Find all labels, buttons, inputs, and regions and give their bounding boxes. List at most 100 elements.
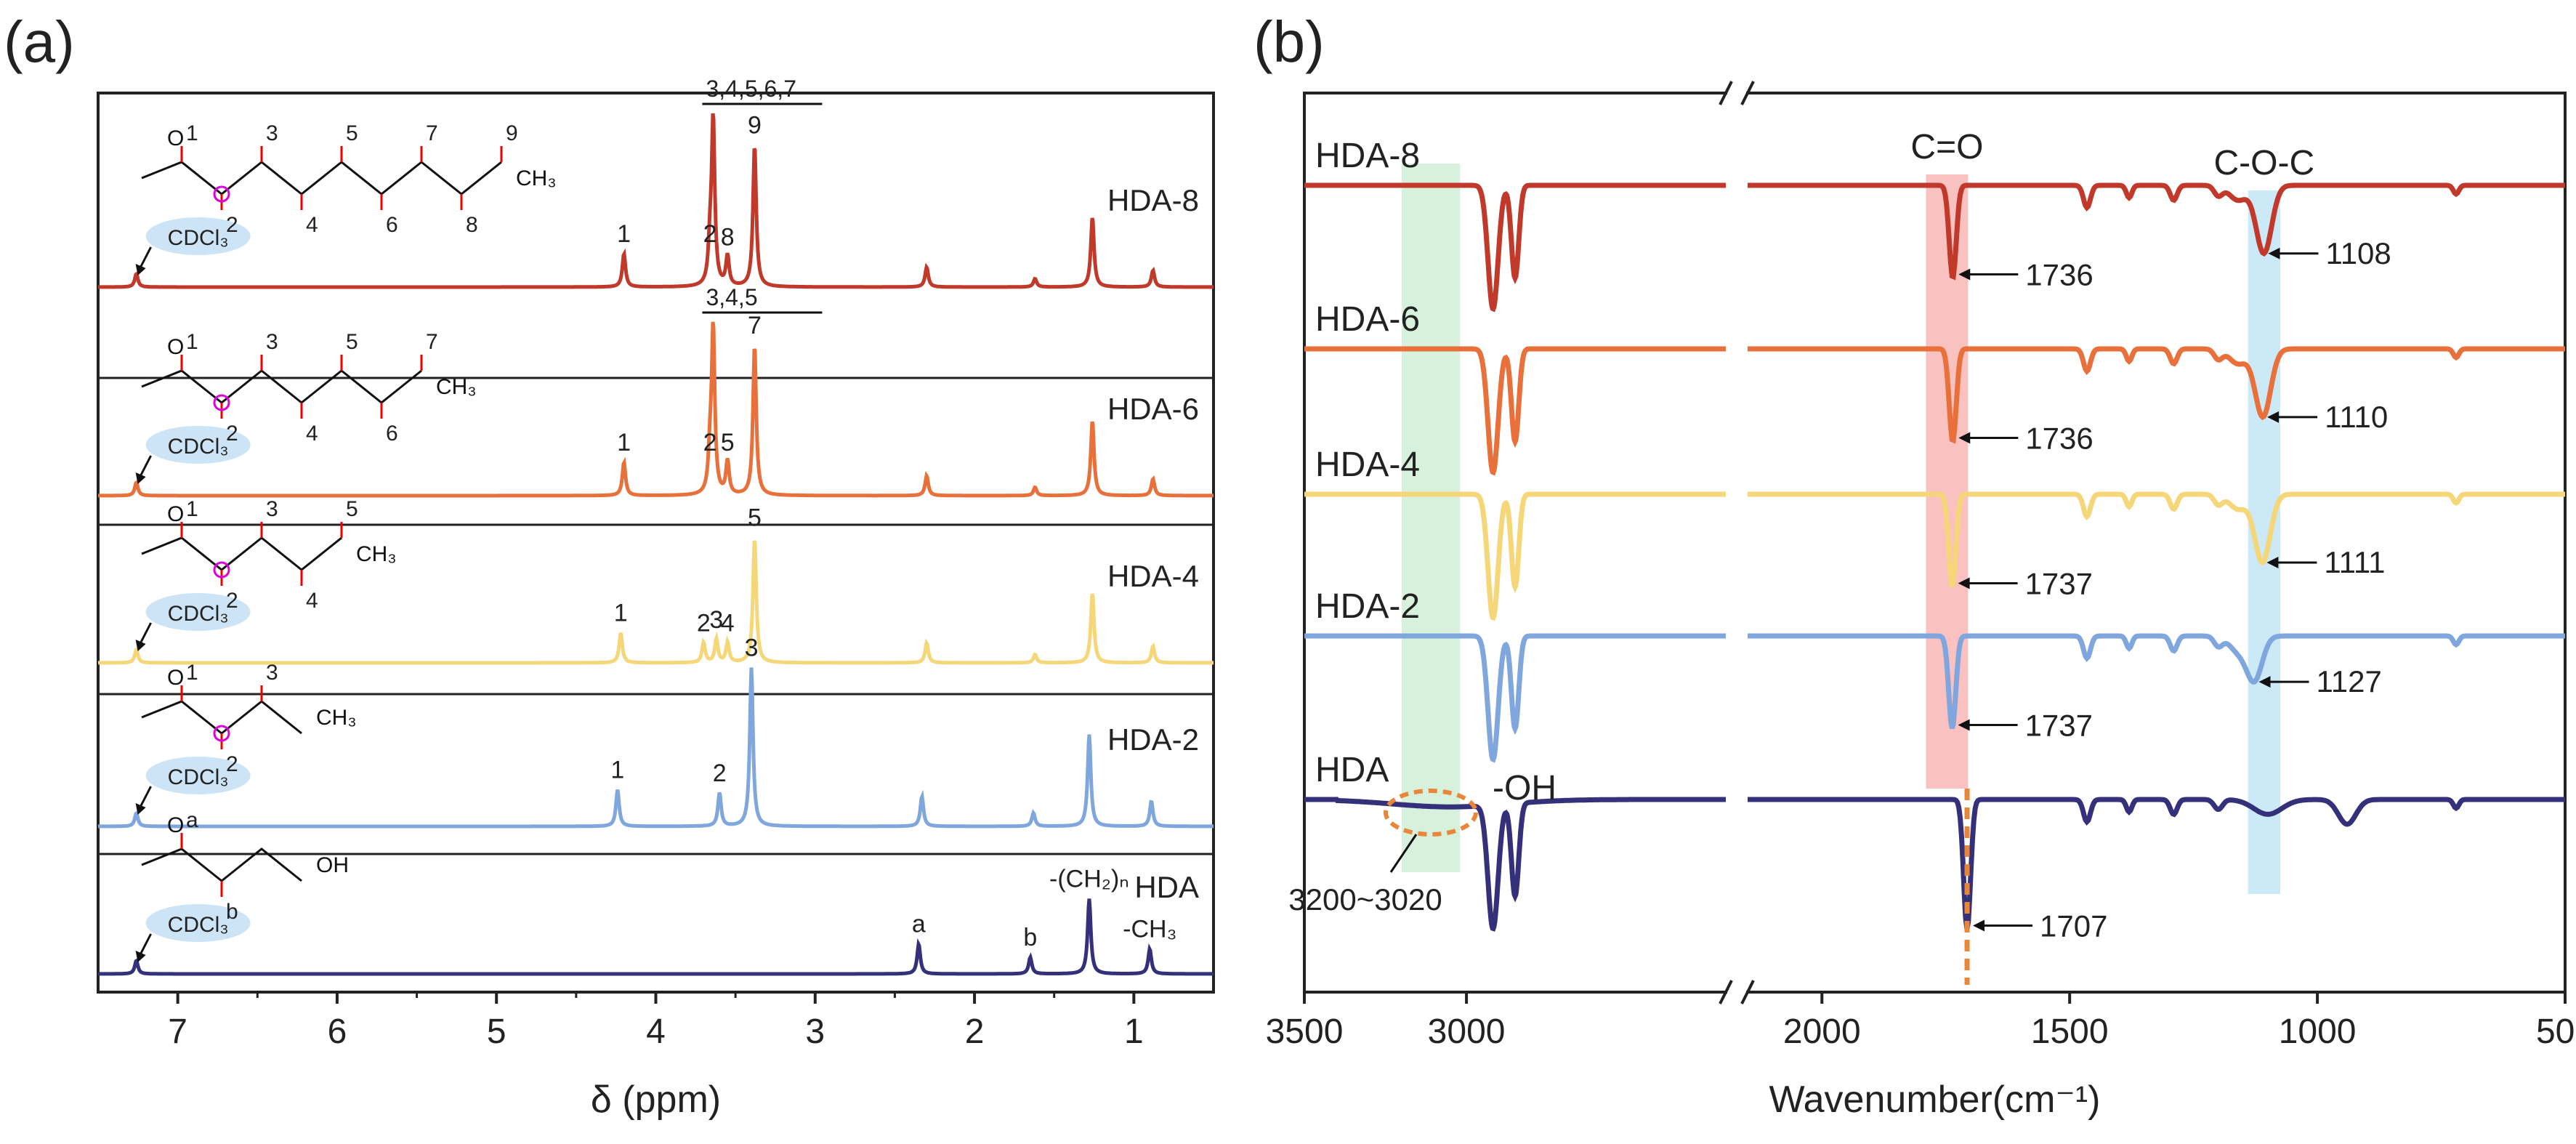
ftir-trace	[1748, 346, 2565, 444]
structure-number: b	[226, 900, 238, 924]
structure-carbonyl-o: O	[167, 335, 184, 359]
peak-label: 2	[703, 429, 717, 456]
bracket-label: 3,4,5	[706, 284, 757, 310]
peak-label: 3	[709, 606, 723, 634]
x-tick-label-a: 1	[1124, 1012, 1144, 1051]
solvent-label: CDCl₃	[168, 913, 229, 937]
series-label: HDA-8	[1315, 137, 1420, 175]
structure-ch3: CH₃	[316, 706, 357, 730]
structure-number: 2	[226, 752, 238, 776]
peak-arrowhead	[1958, 577, 1970, 589]
structure-ch3: CH₃	[436, 375, 477, 399]
ether-oxygen	[213, 561, 230, 579]
peak-arrowhead	[1958, 719, 1970, 731]
x-tick-label-a: 6	[328, 1012, 347, 1051]
axis-break-mark	[1740, 980, 1755, 1004]
peak-label: 4	[721, 609, 735, 637]
series-label: HDA-8	[1107, 183, 1199, 217]
peak-label: 2	[713, 760, 727, 787]
solvent-label: CDCl₃	[168, 602, 229, 626]
oh-range-label: 3200~3020	[1288, 882, 1442, 917]
ftir-trace	[1304, 491, 1726, 621]
series-label: HDA-6	[1315, 300, 1420, 339]
ftir-series: HDA-2 1737 1127	[1304, 587, 2565, 763]
axis-break-gap	[1727, 84, 1746, 102]
axis-break-mark	[1719, 980, 1733, 1004]
peak-label: b	[1023, 924, 1037, 951]
plot-frame-a	[97, 92, 1215, 994]
series-label: HDA-6	[1107, 392, 1199, 426]
peak-label: 5	[721, 429, 735, 456]
panel-label-b: (b)	[1253, 9, 1325, 74]
x-axis-title-b: Wavenumber(cm⁻¹)	[1769, 1079, 2100, 1121]
structure-number: 2	[226, 589, 238, 613]
cdcl3-bubble	[145, 757, 251, 794]
peak-arrowhead	[2267, 411, 2280, 423]
ftir-series: HDA-4 1737 1111	[1304, 446, 2565, 621]
structure-carbonyl-o: O	[167, 126, 184, 150]
solvent-label: CDCl₃	[168, 226, 229, 250]
band-label: C-O-C	[2213, 144, 2314, 182]
nmr-trace	[97, 540, 1214, 665]
cdcl3-arrowhead	[135, 803, 146, 815]
peak-arrowhead	[2266, 556, 2279, 568]
x-tick-label-a: 4	[646, 1012, 666, 1051]
peak-value: 1737	[2025, 567, 2093, 601]
series-label: HDA	[1134, 870, 1199, 904]
structure-number: 5	[346, 121, 358, 145]
x-axis-title-a: δ (ppm)	[591, 1079, 721, 1121]
peak-value: 1111	[2324, 545, 2385, 579]
structure-number: 8	[466, 213, 478, 237]
ftir-series: HDA-6 1736 1110	[1304, 300, 2565, 476]
structure-number: 4	[306, 213, 318, 237]
axis-break-gap	[1727, 983, 1746, 1001]
nmr-trace	[98, 898, 1214, 976]
peak-label: -(CH₂)ₙ	[1049, 866, 1129, 893]
nmr-series: HDA a b -(CH₂)ₙ -CH₃ CDCl₃ a b O OH	[98, 808, 1214, 976]
structure-number: 7	[426, 330, 438, 354]
peak-label: 9	[748, 112, 762, 140]
cdcl3-arrowhead	[135, 951, 146, 962]
ftir-trace	[1304, 633, 1726, 763]
peak-label: 1	[617, 429, 631, 456]
structure-number: 2	[226, 422, 238, 446]
highlight-band	[2248, 190, 2280, 894]
ftir-trace	[1748, 491, 2565, 588]
nmr-trace	[97, 667, 1214, 829]
ftir-series: HDA 1707	[1304, 751, 2565, 943]
structure-number: 2	[226, 213, 238, 237]
oh-ellipse	[1384, 789, 1478, 837]
ftir-trace	[1748, 797, 2565, 930]
x-tick-label-b: 1000	[2279, 1012, 2357, 1051]
peak-label: 7	[748, 312, 762, 339]
peak-label: 1	[617, 220, 631, 248]
structure-number: 3	[266, 121, 278, 145]
peak-value: 1736	[2025, 422, 2093, 456]
series-label: HDA-4	[1107, 559, 1199, 593]
bracket-label: 3,4,5,6,7	[706, 76, 796, 102]
x-tick-label-b: 3500	[1266, 1012, 1344, 1051]
peak-value: 1736	[2025, 258, 2093, 292]
solvent-label: CDCl₃	[168, 435, 229, 459]
structure-number: 4	[306, 589, 318, 613]
ftir-trace	[1304, 797, 1726, 932]
peak-arrowhead	[1973, 919, 1985, 932]
oh-arrow	[1389, 834, 1418, 873]
nmr-trace	[98, 321, 1214, 498]
structure-chain	[141, 536, 342, 571]
structure-number: a	[186, 808, 198, 832]
structure-chain	[141, 369, 422, 404]
cdcl3-arrowhead	[135, 472, 146, 484]
nmr-series: HDA-2 1 2 3 CDCl₃ 1 2 3 O CH₃	[97, 635, 1214, 829]
peak-label: 8	[721, 224, 735, 251]
ftir-trace	[1304, 346, 1726, 476]
cdcl3-arrowhead	[135, 264, 146, 275]
x-tick-label-a: 7	[168, 1012, 187, 1051]
structure-number: 4	[306, 422, 318, 446]
peak-value: 1110	[2325, 400, 2388, 434]
ftir-trace	[1304, 182, 1726, 313]
cdcl3-bubble	[145, 904, 251, 942]
